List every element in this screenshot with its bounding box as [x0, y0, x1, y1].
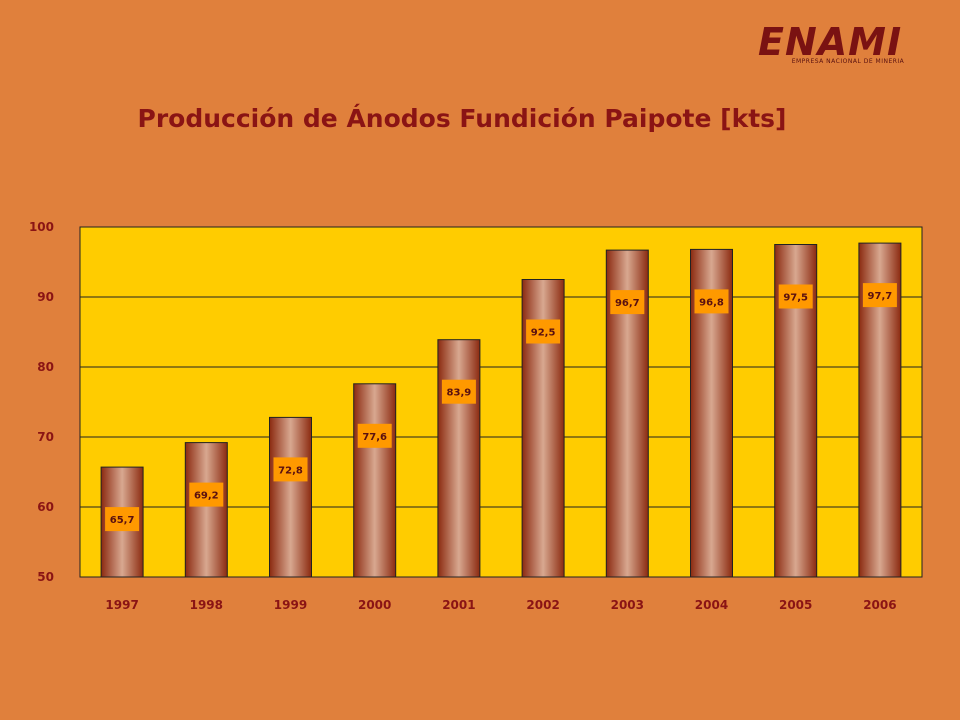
logo-wordmark: ENAMI [758, 20, 903, 64]
data-label-box [105, 507, 140, 532]
data-label: 96,7 [615, 298, 640, 309]
x-tick-label: 2003 [611, 598, 644, 612]
x-tick-label: 1998 [190, 598, 223, 612]
data-label: 69,2 [194, 491, 219, 502]
data-label: 65,7 [110, 515, 135, 526]
x-tick-label: 2004 [695, 598, 728, 612]
data-label-box [273, 457, 308, 482]
data-label: 83,9 [447, 388, 472, 399]
data-label-box [357, 423, 392, 448]
x-tick-label: 1997 [105, 598, 138, 612]
x-axis-ticks: 1997 1998 1999 2000 2001 2002 2003 2004 2005 2006 [105, 598, 896, 612]
y-tick-label: 80 [37, 360, 54, 374]
y-tick-label: 60 [37, 500, 54, 514]
logo-subtitle: EMPRESA NACIONAL DE MINERIA [791, 58, 905, 65]
x-tick-label: 2006 [863, 598, 896, 612]
y-tick-label: 90 [37, 290, 54, 304]
data-label-box [526, 319, 561, 344]
data-label-box [189, 482, 224, 507]
data-label: 97,5 [783, 293, 808, 304]
data-label: 77,6 [362, 432, 387, 443]
data-label-box [862, 283, 897, 308]
x-tick-label: 2001 [442, 598, 475, 612]
x-tick-label: 2000 [358, 598, 391, 612]
enami-logo: ENAMI EMPRESA NACIONAL DE MINERIA [758, 22, 938, 66]
data-label: 72,8 [278, 465, 303, 476]
bar [353, 383, 397, 578]
y-tick-label: 50 [37, 570, 54, 584]
data-label-box [441, 379, 476, 404]
x-tick-label: 1999 [274, 598, 307, 612]
data-label: 97,7 [868, 291, 893, 302]
data-labels: 65,7 69,2 72,8 77,6 83,9 92,5 96,7 96,8 97,5 97,7 [105, 283, 897, 532]
x-tick-label: 2002 [526, 598, 559, 612]
y-tick-label: 70 [37, 430, 54, 444]
bar [184, 442, 228, 578]
y-axis-ticks: 50 60 70 80 90 100 [29, 220, 54, 584]
data-label: 96,8 [699, 297, 724, 308]
bar [437, 339, 481, 578]
data-label-box [610, 290, 645, 315]
bar [269, 416, 312, 578]
y-tick-label: 100 [29, 220, 54, 234]
chart-title: Producción de Ánodos Fundición Paipote [… [137, 104, 787, 133]
data-label: 92,5 [531, 328, 556, 339]
data-label-box [778, 284, 813, 309]
x-tick-label: 2005 [779, 598, 812, 612]
data-label-box [694, 289, 729, 314]
